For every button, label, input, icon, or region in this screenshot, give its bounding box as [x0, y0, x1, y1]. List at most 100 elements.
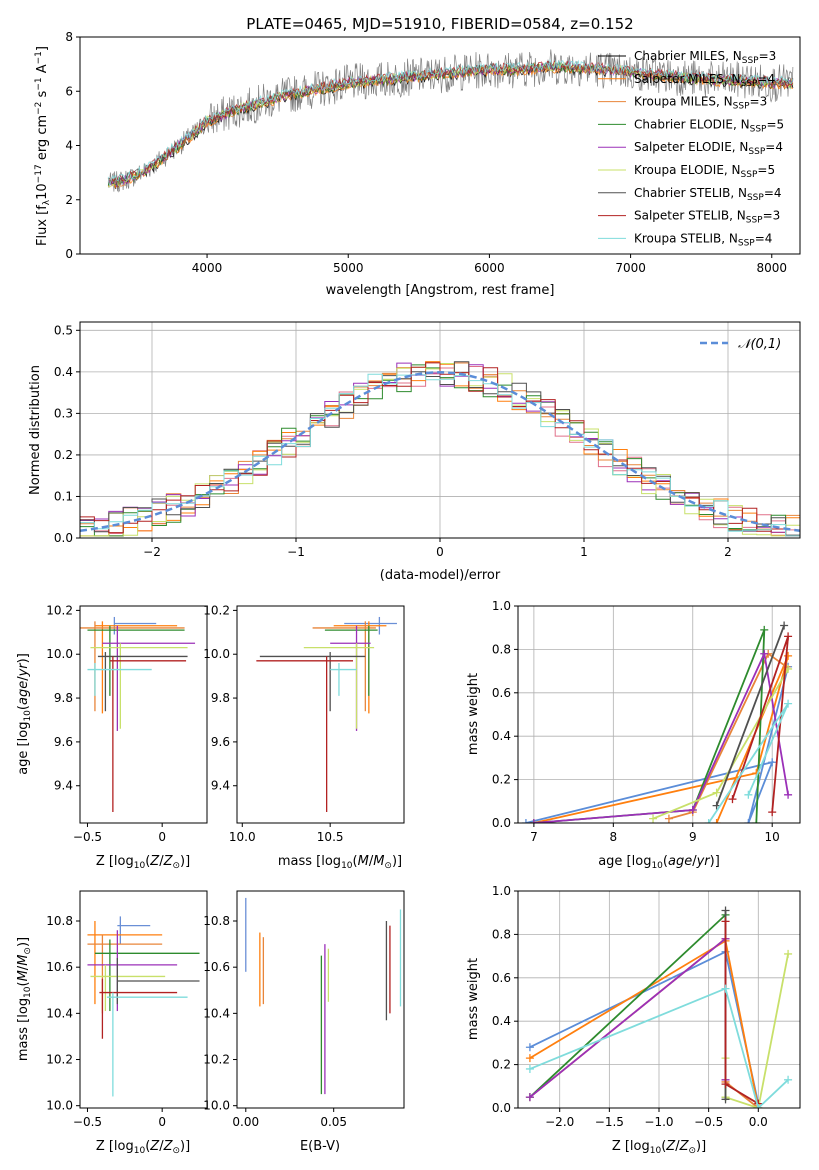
- mass-vs-Z-ticks: −0.5 0 10.0 10.2 10.4 10.6 10.8: [46, 914, 166, 1129]
- y-tick-label: 0.0: [54, 531, 73, 545]
- mass-weight-marker: [744, 790, 753, 799]
- legend-label-rest: =3: [759, 49, 777, 63]
- mass-weight-marker: [704, 819, 713, 823]
- mass-weight-line: [715, 625, 785, 806]
- y-tick-label: 9.4: [211, 779, 230, 793]
- residual-xlabel: (data-model)/error: [380, 568, 501, 583]
- y-tick-label: 9.4: [54, 779, 73, 793]
- mass-weight-marker: [525, 1043, 534, 1052]
- mass-vs-Z-ylabel: mass [log10(M/M⊙)]: [16, 937, 33, 1061]
- weight-vs-age-frame: [517, 605, 801, 824]
- legend-subscript: SSP: [747, 193, 764, 203]
- x-tick-label: −0.5: [73, 830, 102, 844]
- mass-weight-line: [668, 652, 788, 820]
- weight-vs-Z-panel: −2.0 −1.5 −1.0 −0.5 0.0 0.0 0.2 0.4 0.6 0.8 1.0 Z …: [466, 884, 801, 1156]
- x-tick-label: 10.5: [317, 830, 344, 844]
- y-tick-label: 0.0: [492, 816, 511, 830]
- legend-subscript: SSP: [742, 56, 759, 66]
- legend-label-rest: =4: [764, 186, 782, 200]
- spectrum-legend: Chabrier MILES, NSSP=3 Salpeter MILES, NS…: [598, 49, 784, 248]
- y-tick-label: 0.6: [492, 971, 511, 985]
- y-tick-label: 4: [65, 139, 73, 153]
- y-tick-label: 8: [65, 30, 73, 44]
- spectrum-plot-area: [107, 49, 794, 193]
- mass-weight-marker: [784, 949, 793, 958]
- x-tick-label: 10: [765, 830, 780, 844]
- mass-weight-marker: [780, 621, 789, 630]
- x-tick-label: 6000: [474, 261, 505, 275]
- mass-weight-marker: [525, 1064, 534, 1073]
- mass-vs-ebv-ticks: 0.00 0.05 10.0 10.2 10.4 10.6 10.8: [203, 914, 347, 1129]
- x-tick-label: 4000: [192, 261, 223, 275]
- age-vs-mass-plot-area: [256, 616, 397, 813]
- age-vs-mass-frame: [236, 605, 405, 824]
- x-tick-label: 0: [436, 545, 444, 559]
- y-tick-label: 0.4: [54, 365, 73, 379]
- y-tick-label: 0.1: [54, 489, 73, 503]
- mass-weight-marker: [712, 788, 721, 797]
- age-vs-Z-panel: −0.5 0 9.4 9.6 9.8 10.0 10.2 Z [log10(Z/Z⊙)] a…: [16, 603, 208, 871]
- y-tick-label: 0.5: [54, 323, 73, 337]
- y-tick-label: 0.8: [492, 927, 511, 941]
- figure-title: PLATE=0465, MJD=51910, FIBERID=0584, z=0…: [246, 15, 633, 33]
- legend-label: Chabrier MILES, NSSP=3: [634, 49, 776, 66]
- mass-weight-marker: [712, 819, 721, 823]
- legend-label-rest: =5: [766, 117, 784, 131]
- age-vs-Z-plot-area: [80, 616, 196, 813]
- x-tick-label: −0.5: [73, 1115, 102, 1129]
- y-tick-label: 10.8: [46, 914, 73, 928]
- mass-weight-marker: [721, 984, 730, 993]
- normal-curve-line: [80, 371, 800, 532]
- y-tick-label: 10.0: [203, 647, 230, 661]
- x-tick-label: 0.05: [320, 1115, 347, 1129]
- legend-label-rest: =3: [750, 95, 768, 109]
- weight-vs-Z-xlabel: Z [log10(Z/Z⊙)]: [612, 1139, 706, 1156]
- y-tick-label: 10.4: [46, 1006, 73, 1020]
- x-tick-label: −0.5: [694, 1115, 723, 1129]
- mass-weight-marker: [521, 819, 530, 823]
- residual-panel: −2 −1 0 1 2 0.0 0.1 0.2 0.3 0.4 0.5 (data-model)/e…: [28, 321, 801, 583]
- mass-weight-marker: [721, 1080, 730, 1089]
- x-tick-label: −1.5: [595, 1115, 624, 1129]
- y-tick-label: 9.8: [54, 691, 73, 705]
- x-tick-label: 10.0: [229, 830, 256, 844]
- y-tick-label: 10.2: [203, 603, 230, 617]
- y-tick-label: 0.2: [492, 773, 511, 787]
- x-tick-label: 7: [530, 830, 538, 844]
- legend-label: Kroupa MILES, NSSP=3: [634, 95, 767, 112]
- y-tick-label: 0.8: [492, 642, 511, 656]
- y-tick-label: 0.2: [492, 1058, 511, 1072]
- legend-subscript: SSP: [746, 216, 763, 226]
- weight-vs-Z-grid: [518, 890, 800, 1109]
- residual-legend: 𝒩(0,1): [700, 337, 781, 352]
- x-tick-label: 8000: [756, 261, 787, 275]
- weight-vs-age-ticks: 7 8 9 10 0.0 0.2 0.4 0.6 0.8 1.0: [492, 599, 780, 844]
- x-tick-label: 9: [689, 830, 697, 844]
- y-tick-label: 10.4: [203, 1006, 230, 1020]
- mass-weight-marker: [649, 814, 658, 823]
- mass-weight-marker: [525, 1093, 534, 1102]
- legend-label: Chabrier STELIB, NSSP=4: [634, 186, 782, 203]
- mass-weight-marker: [744, 819, 753, 823]
- mass-weight-marker: [784, 651, 793, 660]
- mass-weight-marker: [721, 917, 730, 926]
- y-tick-label: 0.0: [492, 1101, 511, 1115]
- legend-subscript: SSP: [733, 102, 750, 112]
- legend-label: Salpeter ELODIE, NSSP=4: [634, 140, 783, 157]
- model-spectrum-line: [107, 58, 794, 186]
- age-vs-mass-ticks: 10.0 10.5 9.4 9.6 9.8 10.0 10.2: [203, 603, 343, 844]
- y-tick-label: 0.6: [492, 686, 511, 700]
- mass-weight-marker: [768, 758, 777, 767]
- y-tick-label: 10.8: [203, 914, 230, 928]
- mass-weight-line: [529, 912, 727, 1098]
- mass-weight-line: [724, 921, 759, 1105]
- spectrum-ylabel: Flux [fλ10−17 erg cm−2 s−1 A−1]: [34, 46, 52, 246]
- y-tick-label: 10.6: [203, 960, 230, 974]
- legend-subscript: SSP: [748, 147, 765, 157]
- legend-label: Salpeter STELIB, NSSP=3: [634, 209, 780, 226]
- y-tick-label: 0.4: [492, 1014, 511, 1028]
- mass-vs-Z-frame: [79, 890, 208, 1109]
- y-tick-label: 10.0: [46, 1099, 73, 1113]
- legend-label-rest: =4: [755, 231, 773, 245]
